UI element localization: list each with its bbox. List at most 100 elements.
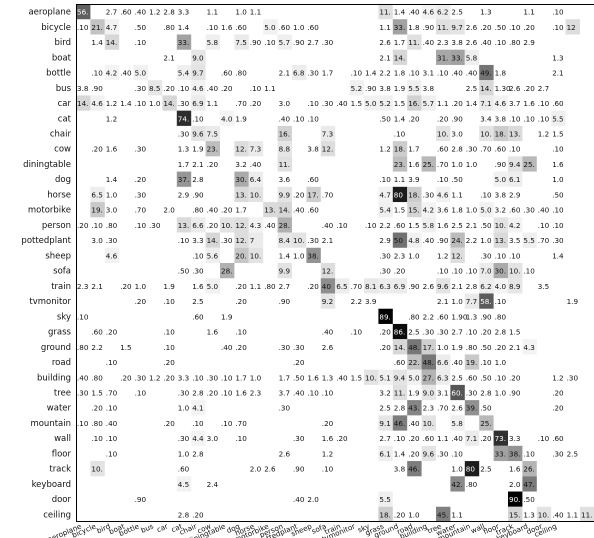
cell-value: .30 [135,373,147,382]
cell-value: .10 [163,328,175,337]
cell-value: 45. [437,510,448,519]
cell-value: 9.1 [379,419,390,428]
heatmap-cell [248,186,264,203]
cell-value: 5.0 [408,373,420,382]
heatmap-cell [493,278,508,294]
cell-value: 25. [423,160,434,169]
cell-value: 2.0 [250,465,262,474]
cell-value: 2.6 [466,38,478,47]
cell-value: 12. [322,145,333,154]
cell-value: 4.7 [379,190,390,199]
cell-value: 17. [423,343,434,352]
cell-value: 2.8 [163,8,175,17]
cell-value: .40 [279,114,291,123]
cell-value: .10 [336,221,348,230]
cell-value: 1.2 [437,251,448,260]
cell-value: .10 [365,221,377,230]
heatmap-cell [407,34,422,50]
cell-value: 3.5 [509,236,520,245]
cell-value: 1.0 [408,510,420,519]
cell-value: .10 [466,328,478,337]
heatmap-cell [205,278,220,294]
cell-value: 2.5 [379,404,390,413]
cell-value: 9.4 [394,373,406,382]
cell-value: .60 [307,206,319,215]
cell-value: 1.6 [207,328,219,337]
heatmap-cell [464,461,480,477]
cell-value: .10 [322,389,334,398]
cell-value: 1.1 [523,8,534,17]
row-label: cat [58,114,72,124]
heatmap-cell [205,34,220,50]
cell-value: .10 [523,114,535,123]
cell-value: .10 [495,297,507,306]
cell-value: .10 [351,328,363,337]
cell-value: .60 [437,145,449,154]
row-label: cow [54,145,71,155]
heatmap-cell [176,34,192,50]
cell-value: 2.1 [379,53,390,62]
heatmap-cell [234,232,249,248]
heatmap-cell [104,247,120,263]
cell-value: 4.6 [437,190,449,199]
cell-value: .60 [423,434,435,443]
cell-value: 1.7 [394,38,405,47]
cell-value: 1.4 [394,114,406,123]
cell-value: .80 [466,343,478,352]
cell-value: 3.2 [495,206,506,215]
heatmap-frame [76,4,594,522]
cell-value: .60 [552,434,564,443]
cell-value: 2.9 [379,236,391,245]
cell-value: .10 [235,434,247,443]
column-label: car [155,522,169,535]
heatmap-cell [450,19,465,35]
cell-value: .10 [106,434,118,443]
cell-value: 6.2 [437,8,448,17]
cell-value: .30 [307,69,319,78]
cell-value: 8.5 [149,84,160,93]
row-label: boat [52,53,72,63]
cell-value: 2.1 [466,221,477,230]
cell-value: 1.6 [106,145,118,154]
cell-value: .70 [235,99,247,108]
cell-value: .70 [437,160,449,169]
cell-value: 2.5 [192,297,203,306]
cell-value: 1.1 [394,175,405,184]
cell-value: 5.5 [408,84,419,93]
heatmap-cell [450,49,465,65]
cell-value: 2.5 [451,373,462,382]
cell-value: 5.8 [207,38,219,47]
cell-value: 46. [394,419,405,428]
cell-value: 10. [495,221,506,230]
cell-value: .90 [250,38,262,47]
cell-value: 6.1 [509,175,520,184]
cell-value: .10 [451,267,463,276]
cell-value: 30. [495,267,506,276]
heatmap-cell [191,125,206,142]
cell-value: 1.9 [221,312,233,321]
cell-value: 1.7 [279,373,290,382]
cell-value: 2.5 [480,465,491,474]
row-label: sheep [45,251,71,261]
cell-value: .10 [221,419,233,428]
cell-value: 3.8 [379,84,391,93]
cell-value: 49. [480,69,491,78]
cell-value: 10. [221,221,232,230]
cell-value: 2.2 [91,343,102,352]
cell-value: 2.6 [451,404,463,413]
cell-value: 6.1 [379,449,390,458]
cell-value: .70 [480,145,492,154]
cell-value: 6.9 [394,282,406,291]
cell-value: .30 [192,267,204,276]
heatmap-cell [493,232,508,248]
cell-value: 9.9 [279,267,291,276]
cell-value: 5.0 [480,206,492,215]
cell-value: .50 [480,221,492,230]
heatmap-cell [248,141,264,157]
cell-value: 3.6 [279,175,291,184]
cell-value: 90. [509,495,520,504]
cell-value: .30 [221,236,233,245]
cell-value: 1.4 [552,251,564,260]
row-label: road [52,358,71,368]
cell-value: 2.0 [307,495,319,504]
